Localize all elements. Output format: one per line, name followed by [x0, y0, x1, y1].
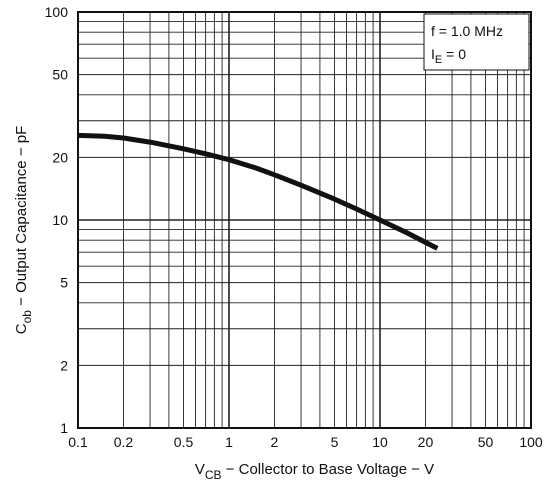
y-axis-title-rest: − Output Capacitance − pF: [13, 126, 30, 310]
x-tick-label: 0.1: [68, 434, 88, 450]
conditions-emitter-current-subscript: E: [435, 54, 442, 66]
x-tick-labels: 0.1 0.2 0.5 1 2 5 10 20 50 100: [68, 434, 543, 450]
y-tick-label: 20: [52, 149, 68, 165]
plot-border: [77, 11, 532, 429]
y-tick-label: 1: [60, 420, 68, 436]
x-axis-title-subscript: CB: [205, 468, 222, 482]
y-axis-title: Cob − Output Capacitance − pF: [13, 126, 34, 334]
capacitance-curve: [77, 132, 439, 251]
x-tick-label: 2: [271, 434, 279, 450]
series-layer: [77, 132, 439, 251]
x-axis-title-rest: − Collector to Base Voltage − V: [222, 461, 435, 478]
y-tick-label: 100: [45, 4, 69, 20]
conditions-box: f = 1.0 MHz IE = 0: [423, 13, 530, 71]
x-tick-label: 0.5: [174, 434, 194, 450]
y-tick-label: 50: [52, 67, 68, 83]
x-tick-label: 0.2: [114, 434, 134, 450]
x-tick-label: 5: [331, 434, 339, 450]
conditions-frequency-label: f = 1.0 MHz: [431, 23, 503, 39]
conditions-emitter-current-main: I: [431, 46, 435, 62]
x-tick-label: 10: [372, 434, 388, 450]
conditions-emitter-current-label: IE = 0: [431, 46, 466, 66]
x-axis-title-main: V: [195, 461, 205, 478]
conditions-box-background: [423, 13, 530, 71]
x-tick-label: 20: [418, 434, 434, 450]
x-axis-title: VCB − Collector to Base Voltage − V: [195, 461, 434, 482]
x-tick-label: 100: [519, 434, 543, 450]
grid-layer: [77, 11, 532, 429]
conditions-emitter-current-rest: = 0: [442, 46, 466, 62]
y-tick-label: 2: [60, 357, 68, 373]
y-tick-label: 10: [52, 212, 68, 228]
y-axis-title-subscript: ob: [20, 310, 34, 324]
plot-frame: [77, 11, 532, 429]
x-tick-label: 1: [225, 434, 233, 450]
x-tick-label: 50: [478, 434, 494, 450]
y-axis-title-main: C: [13, 323, 30, 334]
y-tick-labels: 1 2 5 10 20 50 100: [45, 4, 69, 436]
y-tick-label: 5: [60, 275, 68, 291]
